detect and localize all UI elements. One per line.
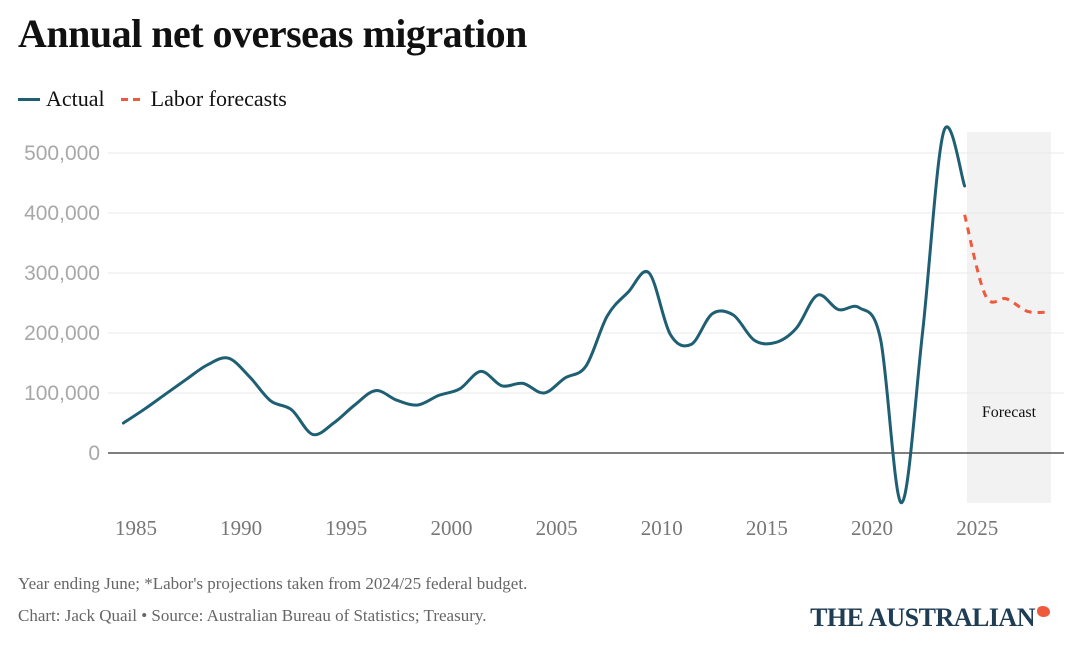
- series-layer: [121, 125, 1049, 505]
- legend-label-forecast: Labor forecasts: [150, 86, 287, 111]
- publisher-logo: THE AUSTRALIAN: [810, 603, 1050, 633]
- chart-area: 0 100,000 200,000 300,000 400,000 500,000 198…: [24, 125, 1064, 540]
- y-axis: 0 100,000 200,000 300,000 400,000 500,000: [24, 142, 100, 465]
- legend-item-actual: Actual: [18, 86, 105, 112]
- x-tick-label: 2010: [641, 516, 683, 540]
- x-tick-label: 2005: [536, 516, 578, 540]
- x-tick-label: 2020: [851, 516, 893, 540]
- australia-map-icon: [1037, 606, 1050, 617]
- grid-layer: [108, 152, 1064, 454]
- annotation-layer: Forecast: [982, 404, 1037, 421]
- x-tick-label: 1990: [220, 516, 262, 540]
- legend-label-actual: Actual: [46, 86, 105, 111]
- y-tick-label: 400,000: [24, 202, 100, 225]
- footnote: Year ending June; *Labor's projections t…: [18, 574, 528, 593]
- forecast-band: [967, 132, 1051, 503]
- y-tick-label: 0: [88, 442, 100, 465]
- y-tick-label: 200,000: [24, 322, 100, 345]
- legend-swatch-actual: [18, 97, 40, 101]
- x-tick-label: 2015: [746, 516, 788, 540]
- source-credit: Chart: Jack Quail • Source: Australian B…: [18, 606, 487, 625]
- actual-line: [121, 125, 967, 505]
- forecast-band-layer: [967, 132, 1051, 503]
- legend-swatch-forecast: [120, 97, 143, 101]
- x-tick-label: 2000: [430, 516, 472, 540]
- x-tick-label: 2025: [956, 516, 998, 540]
- forecast-label: Forecast: [982, 404, 1037, 421]
- y-tick-label: 100,000: [24, 382, 100, 405]
- legend: Actual Labor forecasts: [18, 86, 303, 112]
- x-axis: 1985 1990 1995 2000 2005 2010 2015 2020 2025: [115, 516, 998, 540]
- y-tick-label: 500,000: [24, 142, 100, 165]
- x-tick-label: 1985: [115, 516, 157, 540]
- x-tick-label: 1995: [325, 516, 367, 540]
- y-tick-label: 300,000: [24, 262, 100, 285]
- forecast-line: [963, 214, 1049, 315]
- logo-text: THE AUSTRALIAN: [810, 603, 1035, 632]
- legend-item-forecast: Labor forecasts: [120, 86, 287, 112]
- chart-title: Annual net overseas migration: [18, 11, 527, 56]
